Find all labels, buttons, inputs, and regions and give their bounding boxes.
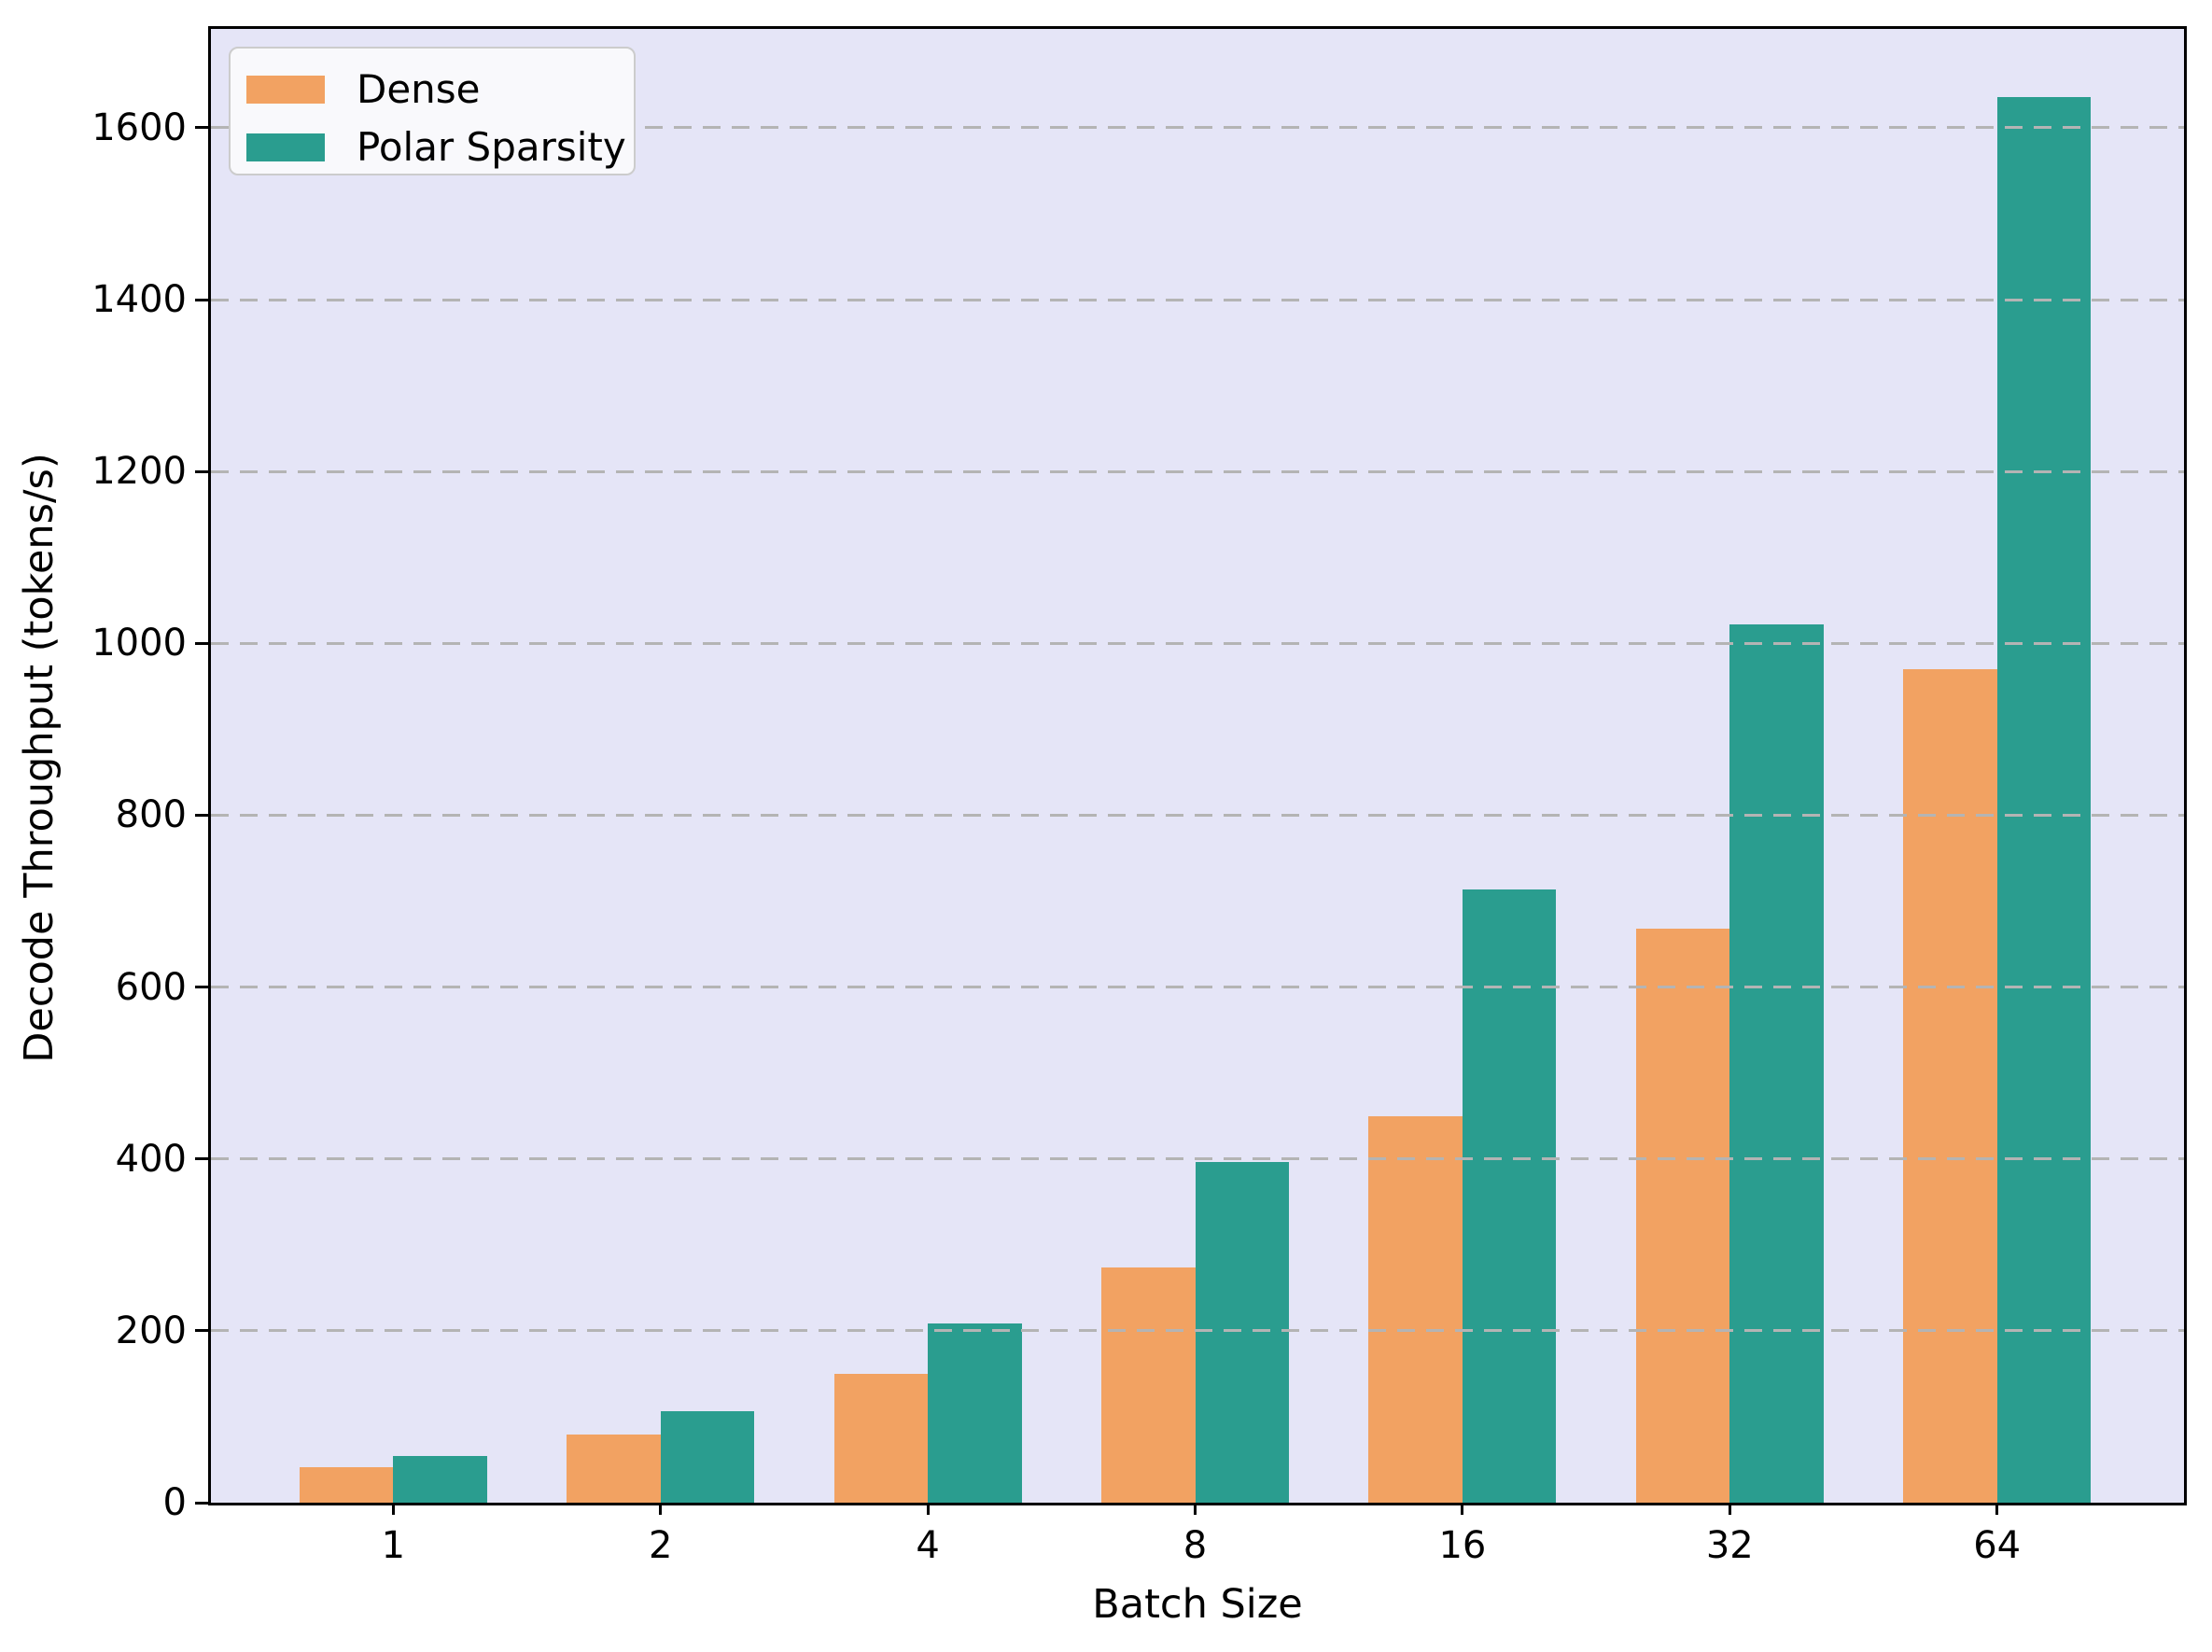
x-tick-mark-2 [659,1503,663,1515]
x-axis-label: Batch Size [1092,1581,1303,1628]
bar-polar-sparsity-batch-2 [660,1411,755,1503]
x-tick-label-2: 2 [648,1524,673,1567]
gridline-400 [211,1157,2184,1161]
legend-item-dense: Dense [246,66,634,113]
y-tick-label-200: 200 [115,1309,187,1352]
x-tick-mark-16 [1461,1503,1464,1515]
gridline-1400 [211,298,2184,301]
bar-polar-sparsity-batch-64 [1996,96,2092,1503]
bar-polar-sparsity-batch-8 [1195,1162,1289,1503]
gridline-800 [211,813,2184,817]
y-tick-mark-400 [195,1157,208,1161]
plot-canvas [211,29,2184,1503]
y-tick-label-1600: 1600 [91,105,187,149]
legend-item-polar-sparsity: Polar Sparsity [246,124,634,171]
x-tick-mark-32 [1728,1503,1731,1515]
gridline-1000 [211,641,2184,645]
y-tick-mark-1000 [195,641,208,645]
y-tick-label-1400: 1400 [91,278,187,322]
x-tick-mark-64 [1995,1503,1999,1515]
x-tick-mark-4 [926,1503,930,1515]
bar-dense-batch-16 [1368,1115,1463,1503]
y-tick-label-800: 800 [115,793,187,837]
x-tick-mark-1 [391,1503,395,1515]
y-tick-mark-1200 [195,469,208,473]
y-tick-mark-800 [195,813,208,817]
x-tick-label-32: 32 [1705,1524,1754,1567]
bar-polar-sparsity-batch-4 [928,1323,1022,1503]
y-tick-mark-600 [195,986,208,989]
y-tick-mark-0 [195,1501,208,1505]
legend-label: Dense [357,66,481,112]
gridline-200 [211,1329,2184,1333]
y-axis-label: Decode Throughput (tokens/s) [16,453,63,1063]
bar-dense-batch-2 [567,1435,661,1503]
bar-dense-batch-32 [1635,928,1730,1503]
x-tick-label-4: 4 [916,1524,940,1567]
x-tick-label-64: 64 [1973,1524,2022,1567]
y-tick-label-0: 0 [162,1481,187,1524]
y-tick-label-400: 400 [115,1137,187,1181]
y-tick-label-1200: 1200 [91,450,187,494]
legend-swatch-dense [246,76,325,104]
bar-polar-sparsity-batch-16 [1462,889,1557,1503]
gridline-1600 [211,126,2184,130]
y-tick-mark-1600 [195,126,208,130]
y-tick-label-1000: 1000 [91,622,187,665]
x-tick-label-1: 1 [381,1524,406,1567]
bar-dense-batch-64 [1903,668,1997,1503]
x-tick-mark-8 [1194,1503,1197,1515]
y-tick-mark-1400 [195,298,208,301]
gridline-1200 [211,469,2184,473]
bar-polar-sparsity-batch-1 [393,1456,487,1503]
legend-label: Polar Sparsity [357,124,626,170]
y-tick-mark-200 [195,1329,208,1333]
legend: Dense Polar Sparsity [229,47,636,175]
bar-dense-batch-8 [1101,1267,1196,1503]
bar-dense-batch-1 [299,1467,394,1503]
y-tick-label-600: 600 [115,965,187,1009]
x-tick-label-16: 16 [1438,1524,1487,1567]
bar-polar-sparsity-batch-32 [1729,624,1824,1503]
x-tick-label-8: 8 [1183,1524,1208,1567]
bar-dense-batch-4 [833,1373,929,1503]
gridline-600 [211,986,2184,989]
legend-swatch-polar-sparsity [246,133,325,161]
